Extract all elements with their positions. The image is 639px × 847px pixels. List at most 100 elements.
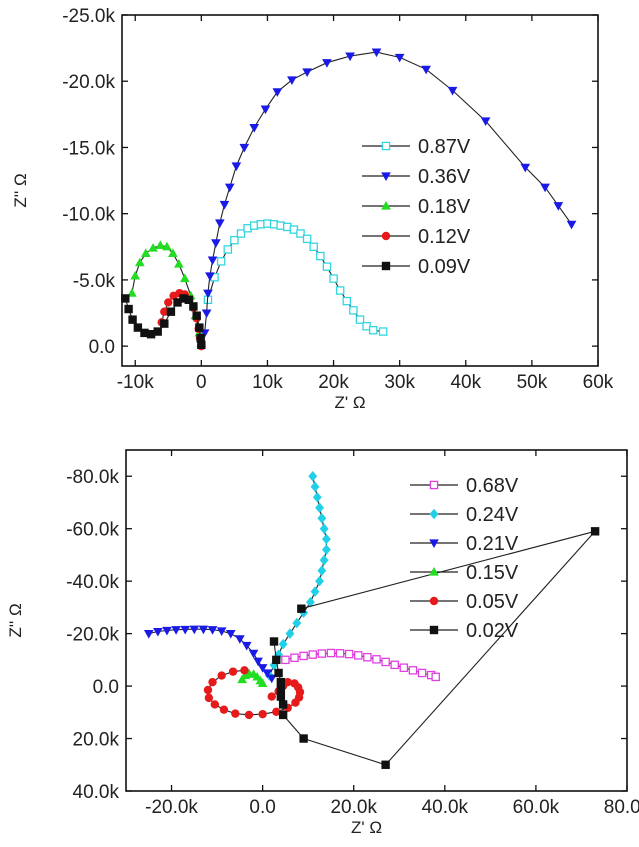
- data-point: [281, 655, 290, 665]
- data-point: [239, 143, 250, 153]
- data-point: [162, 241, 172, 251]
- data-point: [171, 626, 181, 635]
- data-point: [299, 734, 308, 743]
- data-point: [244, 710, 254, 720]
- data-point: [140, 328, 149, 338]
- data-point: [344, 649, 354, 659]
- data-point: [203, 685, 213, 695]
- data-point: [431, 672, 440, 682]
- y-tick-label: -80.0k: [66, 467, 119, 488]
- data-point: [223, 245, 233, 254]
- series-0.87V: [203, 219, 388, 336]
- data-point: [217, 671, 226, 680]
- legend-marker: [381, 172, 391, 182]
- x-tick-label: 60.0k: [513, 797, 560, 818]
- data-point: [274, 668, 283, 678]
- data-point: [372, 655, 381, 664]
- data-point: [257, 678, 268, 688]
- y-tick-label: -20.0k: [62, 72, 115, 93]
- legend-marker: [429, 480, 439, 490]
- legend: 0.87V 0.36V 0.18V 0.12V 0.09V: [362, 136, 471, 278]
- data-point: [249, 124, 260, 133]
- data-point: [540, 183, 550, 193]
- data-point: [310, 481, 320, 492]
- x-tick-label: 20k: [318, 372, 349, 393]
- bottom-chart-panel: -20.0k 0.0 20.0k 40.0k 60.0k 80.0k 40.0k 20.0k 0…: [6, 449, 639, 837]
- data-point: [292, 617, 302, 629]
- data-point: [394, 53, 405, 63]
- data-point: [278, 700, 288, 709]
- data-point: [381, 657, 390, 667]
- data-point: [355, 315, 365, 324]
- data-point: [274, 649, 283, 660]
- data-point: [329, 274, 338, 283]
- data-point: [260, 105, 271, 115]
- data-point: [205, 272, 215, 281]
- legend-label: 0.02V: [466, 620, 519, 642]
- legend-label: 0.21V: [466, 533, 519, 555]
- data-point: [553, 202, 564, 211]
- data-point: [124, 304, 133, 314]
- data-point: [201, 309, 212, 319]
- x-tick-label: 80.0k: [604, 797, 639, 818]
- data-point: [216, 627, 227, 637]
- data-point: [135, 257, 145, 267]
- data-point: [306, 596, 315, 608]
- data-point: [349, 306, 358, 315]
- legend-label: 0.87V: [418, 136, 471, 158]
- legend: 0.68V 0.24V 0.21V 0.15V 0.05V 0.02V: [410, 475, 519, 642]
- data-point: [520, 163, 531, 173]
- legend-label: 0.18V: [418, 196, 471, 218]
- data-point: [153, 327, 162, 336]
- x-tick-label: 10k: [252, 372, 283, 393]
- data-point: [272, 88, 283, 97]
- data-point: [173, 298, 182, 307]
- x-axis-title: Z' Ω: [351, 818, 382, 837]
- data-point: [317, 512, 327, 524]
- data-point: [192, 311, 201, 320]
- data-point: [266, 674, 277, 684]
- data-point: [231, 709, 240, 718]
- data-point: [228, 667, 238, 676]
- data-point: [128, 315, 137, 324]
- x-tick-label: 20.0k: [330, 797, 377, 818]
- data-point: [267, 692, 276, 701]
- data-point: [287, 76, 297, 85]
- data-point: [253, 657, 263, 667]
- data-point: [319, 523, 329, 534]
- data-point: [240, 666, 249, 675]
- legend-marker: [429, 566, 439, 576]
- data-point: [421, 65, 431, 75]
- data-point: [399, 663, 409, 672]
- data-point: [381, 760, 390, 769]
- data-point: [308, 470, 318, 482]
- x-tick-label: 60k: [583, 372, 614, 393]
- y-tick-label: -5.0k: [73, 271, 116, 292]
- x-tick-label: 50k: [517, 372, 548, 393]
- data-point: [278, 638, 288, 650]
- data-point: [278, 710, 288, 720]
- y-tick-label: -40.0k: [66, 572, 119, 593]
- legend-label: 0.09V: [418, 256, 471, 278]
- data-point: [345, 52, 355, 62]
- data-point: [321, 533, 331, 545]
- legend-label: 0.12V: [418, 226, 471, 248]
- data-point: [322, 262, 332, 271]
- data-point: [248, 649, 259, 659]
- legend-marker: [429, 508, 439, 520]
- data-point: [198, 625, 209, 635]
- data-point: [179, 294, 188, 303]
- data-point: [168, 248, 178, 257]
- data-point: [195, 323, 204, 332]
- data-point: [354, 651, 363, 660]
- data-point: [155, 240, 166, 250]
- data-point: [368, 325, 378, 335]
- series-0.68V: [281, 648, 440, 682]
- series-0.36V: [199, 48, 577, 338]
- data-point: [262, 669, 273, 679]
- data-point: [272, 707, 281, 716]
- data-point: [184, 295, 193, 304]
- data-point: [309, 242, 318, 252]
- legend-marker: [381, 141, 391, 151]
- series-0.02V: [269, 527, 600, 769]
